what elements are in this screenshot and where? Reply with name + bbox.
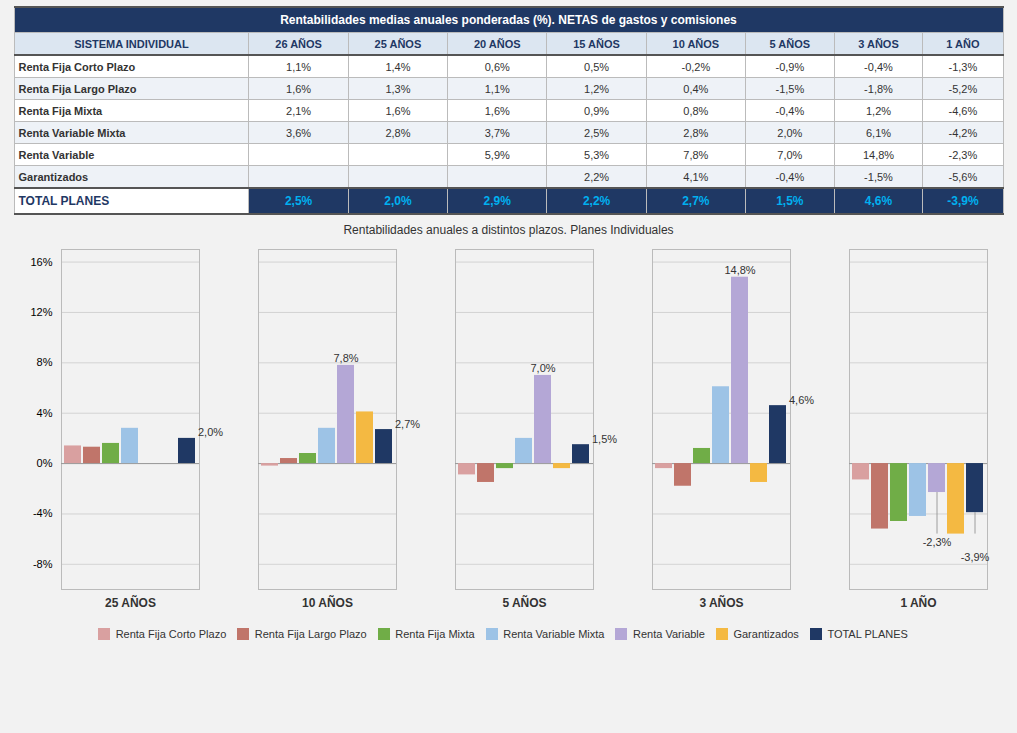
html-text:SISTEMA INDIVIDUAL: SISTEMA INDIVIDUAL [74, 37, 189, 50]
svg-text:-2,3%: -2,3% [922, 536, 951, 548]
html-text:Renta Fija Corto Plazo: Renta Fija Corto Plazo [18, 60, 136, 73]
html-text:Rentabilidades medias anuales: Rentabilidades medias anuales ponderadas… [280, 13, 737, 27]
svg-text:12%: 12% [30, 306, 52, 318]
html-text:Garantizados: Garantizados [733, 627, 799, 640]
html-text:Renta Fija Corto Plazo: Renta Fija Corto Plazo [115, 627, 227, 640]
html-text:Renta Variable Mixta: Renta Variable Mixta [18, 126, 126, 139]
html-text:3,6%: 3,6% [286, 126, 312, 139]
svg-text:0%: 0% [36, 457, 52, 469]
svg-text:10 AÑOS: 10 AÑOS [302, 595, 353, 610]
svg-text:-8%: -8% [32, 558, 52, 570]
html-text:1,1%: 1,1% [286, 60, 312, 73]
html-text:20 AÑOS: 20 AÑOS [473, 37, 521, 50]
svg-text:5 AÑOS: 5 AÑOS [502, 595, 546, 610]
html-text:2,8%: 2,8% [385, 126, 411, 139]
html-text:1,5%: 1,5% [776, 194, 804, 208]
svg-text:4%: 4% [36, 407, 52, 419]
html-text:2,2%: 2,2% [584, 170, 610, 183]
html-text:-1,5%: -1,5% [775, 82, 805, 95]
svg-text:14,8%: 14,8% [724, 264, 755, 276]
html-text:0,5%: 0,5% [584, 60, 610, 73]
html-text:15 AÑOS: 15 AÑOS [573, 37, 620, 50]
html-text:-2,3%: -2,3% [948, 148, 978, 161]
html-text:6,1%: 6,1% [866, 126, 891, 139]
html-text:2,0%: 2,0% [384, 194, 412, 208]
html-text:-3,9%: -3,9% [947, 194, 979, 208]
html-text:-0,9%: -0,9% [775, 60, 805, 73]
html-text:-0,4%: -0,4% [775, 104, 805, 117]
html-text:4,6%: 4,6% [864, 194, 893, 208]
html-text:TOTAL PLANES: TOTAL PLANES [18, 194, 110, 208]
html-text:5,9%: 5,9% [484, 148, 510, 161]
html-text:-4,6%: -4,6% [948, 104, 978, 117]
html-text:Renta Fija Largo Plazo: Renta Fija Largo Plazo [18, 82, 137, 95]
html-text:2,8%: 2,8% [683, 126, 709, 139]
html-text:7,8%: 7,8% [683, 148, 709, 161]
svg-text:1,5%: 1,5% [592, 433, 617, 445]
html-text:7,0%: 7,0% [777, 148, 803, 161]
svg-text:7,8%: 7,8% [333, 352, 358, 364]
svg-text:1 AÑO: 1 AÑO [900, 595, 936, 610]
html-text:2,2%: 2,2% [582, 194, 611, 208]
svg-text:8%: 8% [36, 356, 52, 368]
svg-text:-4%: -4% [32, 507, 52, 519]
html-text:14,8%: 14,8% [862, 148, 895, 161]
html-text:0,6%: 0,6% [484, 60, 510, 73]
svg-text:2,7%: 2,7% [395, 418, 420, 430]
html-text:0,4%: 0,4% [683, 82, 709, 95]
html-text:2,5%: 2,5% [284, 194, 313, 208]
html-text:2,7%: 2,7% [682, 194, 710, 208]
html-text:Renta Fija Largo Plazo: Renta Fija Largo Plazo [254, 627, 367, 640]
html-text:Renta Variable: Renta Variable [633, 627, 705, 640]
html-text:1 AÑO: 1 AÑO [946, 37, 980, 50]
svg-text:2,0%: 2,0% [198, 426, 223, 438]
html-text:2,5%: 2,5% [584, 126, 610, 139]
html-text:Renta Fija Mixta: Renta Fija Mixta [18, 104, 103, 117]
svg-text:3 AÑOS: 3 AÑOS [699, 595, 743, 610]
html-text:-5,6%: -5,6% [948, 170, 978, 183]
html-text:Renta Fija Mixta: Renta Fija Mixta [395, 627, 475, 640]
html-text:1,4%: 1,4% [385, 60, 411, 73]
svg-text:25 AÑOS: 25 AÑOS [105, 595, 156, 610]
html-text:26 AÑOS: 26 AÑOS [275, 37, 322, 50]
html-text:-0,4%: -0,4% [775, 170, 805, 183]
html-text:2,9%: 2,9% [483, 194, 511, 208]
html-text:0,9%: 0,9% [584, 104, 610, 117]
svg-text:4,6%: 4,6% [789, 394, 814, 406]
html-text:5 AÑOS: 5 AÑOS [769, 37, 811, 50]
html-text:1,6%: 1,6% [484, 104, 510, 117]
html-text:4,1%: 4,1% [683, 170, 709, 183]
html-text:0,8%: 0,8% [683, 104, 709, 117]
html-text:-1,3%: -1,3% [948, 60, 978, 73]
html-text:1,1%: 1,1% [484, 82, 510, 95]
html-text:Rentabilidades anuales a disti: Rentabilidades anuales a distintos plazo… [343, 223, 674, 237]
html-text:1,6%: 1,6% [385, 104, 411, 117]
html-text:-4,2%: -4,2% [948, 126, 978, 139]
html-text:-1,8%: -1,8% [864, 82, 893, 95]
html-text:-5,2%: -5,2% [948, 82, 978, 95]
html-text:1,2%: 1,2% [866, 104, 891, 117]
html-text:-1,5%: -1,5% [864, 170, 893, 183]
html-text:25 AÑOS: 25 AÑOS [374, 37, 422, 50]
html-text:3 AÑOS: 3 AÑOS [858, 37, 899, 50]
html-text:3,7%: 3,7% [484, 126, 510, 139]
svg-text:7,0%: 7,0% [530, 362, 555, 374]
svg-text:-3,9%: -3,9% [960, 551, 989, 563]
html-text:Garantizados: Garantizados [18, 170, 89, 183]
html-text:TOTAL PLANES: TOTAL PLANES [827, 627, 908, 640]
html-text:1,6%: 1,6% [286, 82, 312, 95]
html-text:2,0%: 2,0% [777, 126, 803, 139]
html-text:Renta Variable Mixta: Renta Variable Mixta [503, 627, 605, 640]
html-text:1,3%: 1,3% [385, 82, 411, 95]
html-text:5,3%: 5,3% [584, 148, 610, 161]
html-text:1,2%: 1,2% [584, 82, 610, 95]
html-text:-0,2%: -0,2% [681, 60, 711, 73]
svg-text:16%: 16% [30, 256, 52, 268]
html-text:10 AÑOS: 10 AÑOS [672, 37, 720, 50]
html-text:-0,4%: -0,4% [864, 60, 893, 73]
html-text:Renta Variable: Renta Variable [18, 148, 95, 161]
html-text:2,1%: 2,1% [286, 104, 312, 117]
